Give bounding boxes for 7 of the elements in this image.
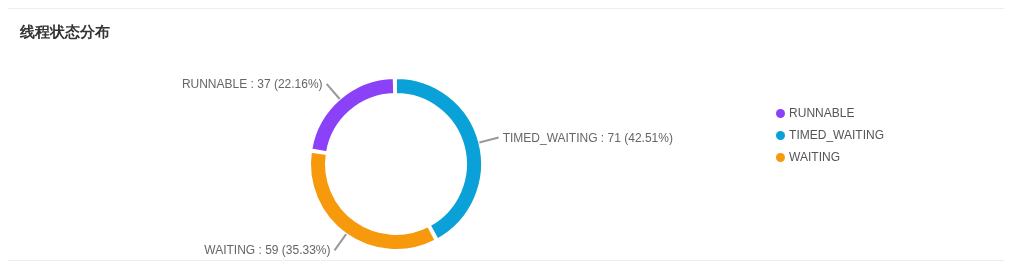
- chart-title: 线程状态分布: [20, 23, 110, 42]
- data-label: WAITING : 59 (35.33%): [204, 243, 331, 258]
- legend-label: WAITING: [789, 149, 840, 164]
- legend-label: RUNNABLE: [789, 105, 855, 120]
- data-label: TIMED_WAITING : 71 (42.51%): [502, 130, 673, 145]
- data-label: RUNNABLE : 37 (22.16%): [181, 76, 323, 91]
- legend-label: TIMED_WAITING: [789, 127, 884, 142]
